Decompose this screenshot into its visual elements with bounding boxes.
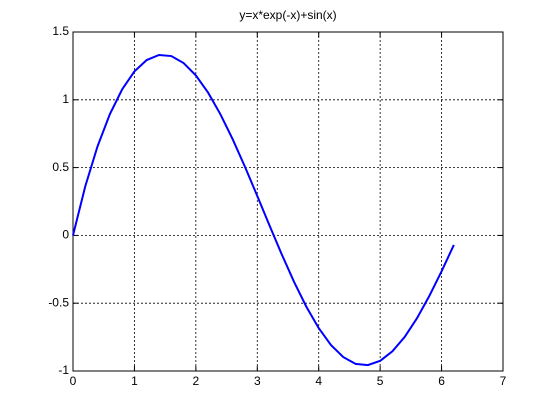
y-tick-label: 1.5 xyxy=(52,24,69,38)
x-tick-label: 3 xyxy=(254,374,261,388)
y-tick-label: 0 xyxy=(62,228,69,242)
x-tick-label: 4 xyxy=(315,374,322,388)
x-tick-label: 6 xyxy=(438,374,445,388)
y-tick-label: -1 xyxy=(58,363,69,377)
y-tick-label: -0.5 xyxy=(48,295,69,309)
x-tick-label: 1 xyxy=(131,374,138,388)
chart-title: y=x*exp(-x)+sin(x) xyxy=(239,8,336,22)
axes-box xyxy=(72,31,504,372)
y-tick-label: 1 xyxy=(62,92,69,106)
line-series xyxy=(72,53,455,367)
x-tick-label: 2 xyxy=(193,374,200,388)
y-tick-label: 0.5 xyxy=(52,160,69,174)
x-tick-label: 0 xyxy=(70,374,77,388)
x-tick-label: 7 xyxy=(500,374,507,388)
x-tick-label: 5 xyxy=(377,374,384,388)
